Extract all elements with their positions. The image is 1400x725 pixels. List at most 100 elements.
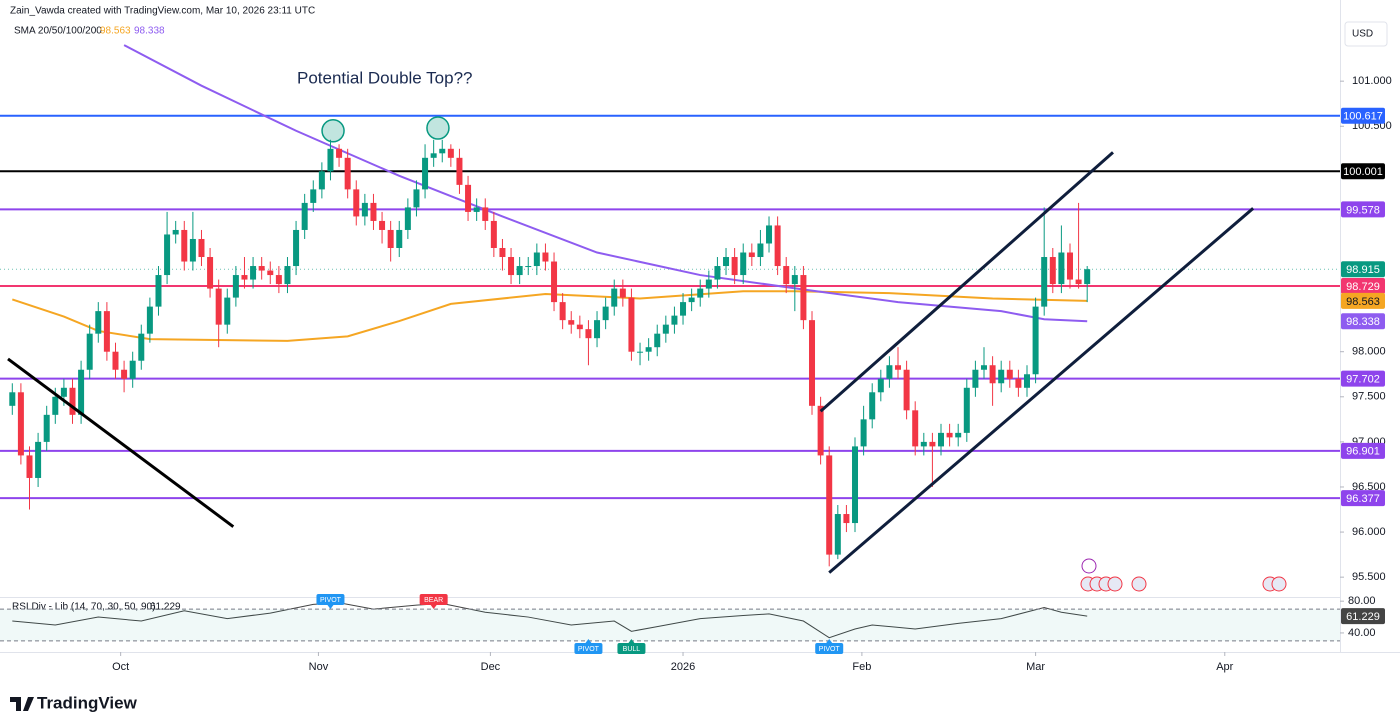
candle-body <box>972 369 979 388</box>
candle-body <box>585 329 592 339</box>
candle-body <box>946 432 953 438</box>
candle-body <box>525 266 532 268</box>
candle-body <box>542 252 549 262</box>
currency-box[interactable] <box>1344 21 1388 47</box>
candle-body <box>250 266 257 280</box>
candle-body <box>516 266 523 276</box>
sma-legend-value: 98.338 <box>134 26 165 37</box>
event-icon[interactable] <box>1081 558 1097 574</box>
candle-body <box>852 446 859 524</box>
y-tick-label: 95.500 <box>1352 571 1386 583</box>
candle-body <box>473 207 480 212</box>
signal-label: BULL <box>623 646 641 653</box>
signal-arrow <box>430 605 437 609</box>
price-badge <box>1341 107 1385 124</box>
price-badge-label: 100.617 <box>1343 111 1383 123</box>
candle-body <box>774 225 781 267</box>
candle-body <box>533 252 540 267</box>
candle-body <box>963 387 970 433</box>
price-badge-label: 99.578 <box>1346 204 1380 216</box>
candle-body <box>387 229 394 248</box>
sma-line <box>123 44 1088 323</box>
price-badge <box>1341 442 1385 459</box>
event-icon[interactable] <box>1107 576 1123 592</box>
signal-arrow <box>826 639 833 643</box>
candle-body <box>688 297 695 303</box>
candle-body <box>508 257 515 276</box>
candle-body <box>69 387 76 415</box>
logo: TradingView <box>10 693 138 712</box>
candle-body <box>619 288 626 298</box>
candle-body <box>164 234 171 276</box>
candle-body <box>705 279 712 289</box>
candle-body <box>9 392 16 406</box>
rsi-label: RSI Div - Lib (14, 70, 30, 50, 90) <box>12 602 155 613</box>
candle-body <box>938 432 945 447</box>
price-badge-label: 100.001 <box>1343 166 1383 178</box>
event-icon[interactable] <box>1271 576 1287 592</box>
rsi-y-tick-label: 80.00 <box>1348 595 1376 607</box>
logo-text: TradingView <box>37 693 138 712</box>
candle-body <box>413 189 420 208</box>
candle-body <box>86 333 93 370</box>
candle-body <box>121 369 128 379</box>
candle-body <box>1084 269 1091 285</box>
candle-body <box>1006 369 1013 379</box>
candle-body <box>611 288 618 307</box>
top-marker <box>321 119 345 143</box>
price-badge-label: 98.338 <box>1346 316 1380 328</box>
rsi-pane: 80.00 40.00 61.229 PIVOT BEAR PIVOT BULL PIVOT <box>0 594 1376 654</box>
candle-body <box>1015 378 1022 388</box>
x-tick-label: 2026 <box>671 661 695 673</box>
candle-body <box>860 419 867 447</box>
candle-body <box>189 238 196 262</box>
event-icon[interactable] <box>1131 576 1147 592</box>
candle-body <box>353 189 360 217</box>
candle-body <box>877 378 884 393</box>
candle-body <box>637 351 644 353</box>
candle-body <box>731 257 738 276</box>
signal-arrow <box>585 639 592 643</box>
candle-body <box>989 365 996 384</box>
rsi-y-tick-label: 40.00 <box>1348 627 1376 639</box>
candle-body <box>318 171 325 190</box>
signal-box <box>316 594 345 605</box>
candle-body <box>327 148 334 172</box>
price-badge-label: 96.901 <box>1346 446 1380 458</box>
candle-body <box>843 514 850 524</box>
candle-body <box>568 320 575 325</box>
signal-box <box>617 643 646 654</box>
candle-body <box>1075 279 1082 285</box>
candle-body <box>336 148 343 158</box>
currency[interactable]: USD <box>1352 29 1373 40</box>
candle-body <box>920 441 927 447</box>
candle-body <box>697 288 704 298</box>
sma-legend-value: 98.563 <box>100 26 131 37</box>
price-badge-label: 98.915 <box>1346 264 1380 276</box>
candle-body <box>215 288 222 325</box>
candle-body <box>172 229 179 235</box>
candle-body <box>766 225 773 244</box>
candle-body <box>275 275 282 285</box>
indicator-label: SMA 20/50/100/200 <box>14 26 102 37</box>
candle-body <box>559 302 566 321</box>
rsi-band <box>0 609 1340 641</box>
event-icons <box>1080 558 1287 592</box>
y-tick-label: 96.500 <box>1352 481 1386 493</box>
candle-body <box>422 157 429 190</box>
price-badge <box>1341 201 1385 218</box>
rsi-line <box>12 602 1088 639</box>
candle-body <box>671 315 678 325</box>
candle-body <box>293 229 300 267</box>
candle-body <box>181 229 188 262</box>
price-badge <box>1341 292 1385 309</box>
candle-body <box>1041 257 1048 307</box>
price-badge-label: 98.729 <box>1346 281 1380 293</box>
price-badge <box>1341 163 1385 180</box>
candle-body <box>680 302 687 316</box>
author-line: Zain_Vawda created with TradingView.com,… <box>10 6 315 17</box>
candle-body <box>1023 374 1030 388</box>
candle-body <box>447 148 454 158</box>
candle-body <box>791 275 798 285</box>
